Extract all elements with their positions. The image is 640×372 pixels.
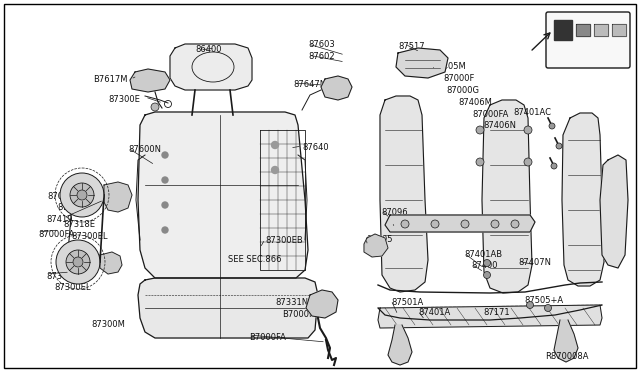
Text: 87401A: 87401A xyxy=(418,308,451,317)
Text: 87647N: 87647N xyxy=(293,80,326,89)
Circle shape xyxy=(483,272,490,279)
Polygon shape xyxy=(482,100,532,293)
Circle shape xyxy=(491,220,499,228)
Circle shape xyxy=(271,167,278,173)
Circle shape xyxy=(524,126,532,134)
Circle shape xyxy=(524,158,532,166)
Text: 87300EL: 87300EL xyxy=(54,283,90,292)
Circle shape xyxy=(162,202,168,208)
Text: 87405M: 87405M xyxy=(432,62,466,71)
Text: 87419: 87419 xyxy=(46,215,72,224)
Circle shape xyxy=(461,220,469,228)
Polygon shape xyxy=(138,278,318,338)
Circle shape xyxy=(60,173,104,217)
Polygon shape xyxy=(380,96,428,292)
Text: 87407N: 87407N xyxy=(518,258,551,267)
Circle shape xyxy=(66,250,90,274)
Text: 87300M: 87300M xyxy=(91,320,125,329)
Polygon shape xyxy=(364,234,388,257)
Circle shape xyxy=(70,183,94,207)
Polygon shape xyxy=(100,252,122,274)
Polygon shape xyxy=(554,320,578,362)
Text: 87171: 87171 xyxy=(483,308,509,317)
Text: 87602: 87602 xyxy=(308,52,335,61)
Text: 87000FA: 87000FA xyxy=(472,110,508,119)
Polygon shape xyxy=(321,76,352,100)
Text: 87000G: 87000G xyxy=(446,86,479,95)
Text: 87505: 87505 xyxy=(366,235,392,244)
Text: 87406M: 87406M xyxy=(458,98,492,107)
Polygon shape xyxy=(388,325,412,365)
Polygon shape xyxy=(130,69,170,92)
Text: 87401AB: 87401AB xyxy=(464,250,502,259)
Polygon shape xyxy=(170,44,252,90)
Circle shape xyxy=(162,227,168,233)
Text: 87400: 87400 xyxy=(471,261,497,270)
Circle shape xyxy=(545,305,552,311)
Text: 87401AC: 87401AC xyxy=(513,108,551,117)
Circle shape xyxy=(527,301,534,308)
Text: 87300EL: 87300EL xyxy=(71,232,108,241)
Polygon shape xyxy=(562,113,604,286)
Text: 87096: 87096 xyxy=(381,208,408,217)
Text: 87000F: 87000F xyxy=(443,74,474,83)
Text: B7617M: B7617M xyxy=(93,75,127,84)
Circle shape xyxy=(151,103,159,111)
Text: 87505+A: 87505+A xyxy=(524,296,563,305)
Text: B7000FA: B7000FA xyxy=(249,333,286,342)
Text: 87318E: 87318E xyxy=(46,272,78,281)
Text: B7000FA: B7000FA xyxy=(282,310,319,319)
Circle shape xyxy=(73,257,83,267)
Polygon shape xyxy=(104,182,132,212)
Text: 87603: 87603 xyxy=(308,40,335,49)
Polygon shape xyxy=(612,24,626,36)
Text: 87406N: 87406N xyxy=(483,121,516,130)
Text: 87517: 87517 xyxy=(398,42,424,51)
Polygon shape xyxy=(396,48,448,78)
Polygon shape xyxy=(385,215,535,232)
Circle shape xyxy=(476,158,484,166)
Text: 87600N: 87600N xyxy=(128,145,161,154)
Circle shape xyxy=(556,143,562,149)
Circle shape xyxy=(162,177,168,183)
Text: 87300EB: 87300EB xyxy=(265,236,303,245)
Text: R870008A: R870008A xyxy=(545,352,589,361)
Polygon shape xyxy=(600,155,628,268)
Text: 87501A: 87501A xyxy=(391,298,423,307)
Text: 87331N: 87331N xyxy=(275,298,308,307)
Text: 87000FA: 87000FA xyxy=(38,230,74,239)
Text: 87872M: 87872M xyxy=(392,220,426,229)
Text: 87300E: 87300E xyxy=(108,95,140,104)
Text: 87000FA: 87000FA xyxy=(47,192,83,201)
Polygon shape xyxy=(594,24,608,36)
Text: SEE SEC.866: SEE SEC.866 xyxy=(228,255,282,264)
Circle shape xyxy=(549,123,555,129)
Circle shape xyxy=(77,190,87,200)
Polygon shape xyxy=(576,24,590,36)
Circle shape xyxy=(483,260,490,266)
Polygon shape xyxy=(306,290,338,318)
FancyBboxPatch shape xyxy=(546,12,630,68)
Circle shape xyxy=(551,163,557,169)
Polygon shape xyxy=(554,20,572,40)
Text: 87640: 87640 xyxy=(302,143,328,152)
Circle shape xyxy=(476,126,484,134)
Circle shape xyxy=(56,240,100,284)
Circle shape xyxy=(401,220,409,228)
Text: 86400: 86400 xyxy=(195,45,221,54)
Circle shape xyxy=(271,141,278,148)
Text: 87330: 87330 xyxy=(57,203,84,212)
Text: 87318E: 87318E xyxy=(63,220,95,229)
Circle shape xyxy=(431,220,439,228)
Polygon shape xyxy=(378,305,602,328)
Circle shape xyxy=(162,152,168,158)
Circle shape xyxy=(511,220,519,228)
Polygon shape xyxy=(138,112,308,278)
